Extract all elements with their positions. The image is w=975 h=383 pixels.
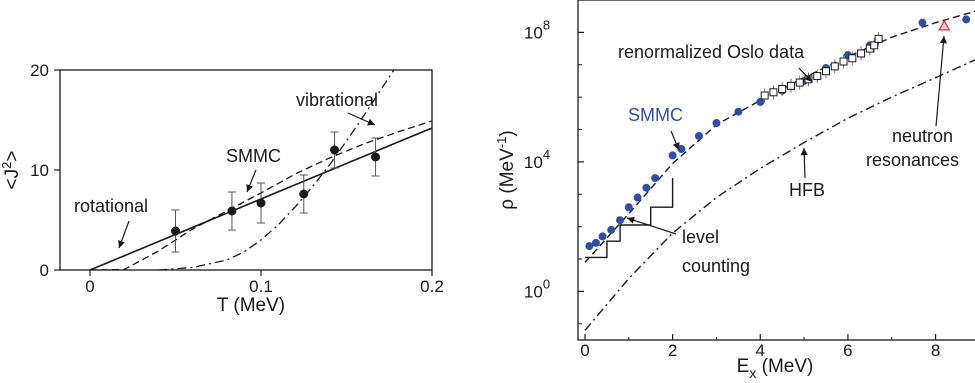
oslo-data-point (857, 49, 866, 58)
data-point (330, 145, 340, 155)
arrow-smmc-right (670, 130, 680, 151)
series-line-dash-dot (158, 70, 395, 270)
left-y-axis-label: <J2> (0, 151, 23, 190)
left-panel: 0 0.1 0.2 0 10 20 <J2> T (MeV) rotational SMM… (0, 61, 444, 316)
oslo-data-point (874, 34, 883, 43)
smmc-data-point (585, 242, 594, 251)
oslo-data-point (870, 41, 879, 50)
annotation-level-2: counting (682, 256, 750, 276)
data-point (227, 206, 237, 216)
smmc-data-point (633, 193, 642, 202)
data-point (371, 152, 381, 162)
smmc-data-point (756, 98, 765, 106)
oslo-data-point (769, 88, 778, 97)
annotation-smmc-left: SMMC (226, 146, 281, 166)
oslo-data-point (839, 57, 848, 66)
arrow-rotational (118, 220, 130, 249)
neutron-resonance-point (938, 19, 951, 31)
right-x-tick-label: 8 (931, 341, 940, 360)
right-x-axis-label: Ex (MeV) (737, 356, 814, 381)
smmc-data-point (668, 151, 677, 160)
smmc-data-point (712, 119, 721, 128)
right-ticks: 0 2 4 6 8 100 104 108 (524, 0, 940, 360)
annotation-level-1: level (682, 227, 719, 247)
data-point (171, 226, 180, 236)
left-ticks: 0 0.1 0.2 0 10 20 (30, 61, 444, 296)
annotation-rotational: rotational (74, 196, 148, 216)
smmc-data-point (591, 238, 600, 247)
left-x-axis-label: T (MeV) (217, 295, 285, 316)
series-line-dash-dot (584, 59, 975, 331)
smmc-data-point (607, 225, 616, 234)
oslo-data-point (760, 91, 769, 100)
arrow-vibrational (347, 112, 376, 126)
arrow-smmc-left (246, 169, 257, 193)
data-point (256, 198, 266, 208)
left-series-lines (89, 70, 432, 270)
annotation-vibrational: vibrational (296, 90, 378, 110)
right-x-tick-label: 2 (668, 341, 677, 360)
right-x-tick-label: 6 (843, 341, 852, 360)
oslo-data-point (830, 62, 839, 71)
arrow-oslo (798, 67, 813, 83)
smmc-data-point (624, 203, 633, 212)
smmc-data-point (962, 15, 971, 24)
oslo-data-point (804, 75, 813, 84)
oslo-data-point (822, 67, 831, 76)
right-y-tick-label: 108 (524, 17, 550, 42)
annotation-smmc-right: SMMC (628, 105, 683, 125)
smmc-data-point (651, 174, 660, 183)
oslo-data-point (795, 78, 804, 87)
smmc-data-point (598, 232, 607, 241)
left-data-points (171, 131, 381, 253)
oslo-data-point (778, 85, 787, 94)
left-y-tick-label: 10 (30, 161, 49, 180)
series-line-step (585, 178, 674, 259)
smmc-data-point (694, 132, 703, 140)
left-x-tick-label: 0.2 (420, 277, 444, 296)
arrow-neutron (935, 35, 947, 127)
right-y-tick-label: 104 (524, 147, 550, 172)
left-x-tick-label: 0.1 (249, 277, 273, 296)
annotation-neutron-1: neutron (892, 126, 953, 146)
arrow-hfb (800, 147, 808, 179)
annotation-oslo: renormalized Oslo data (618, 42, 805, 62)
smmc-data-point (734, 107, 743, 116)
smmc-data-point (918, 18, 927, 27)
smmc-data-point (642, 183, 651, 192)
right-panel: 0 2 4 6 8 100 104 108 ρ (MeV-1) Ex (MeV) renorm… (494, 0, 975, 381)
right-y-axis-label: ρ (MeV-1) (494, 130, 518, 209)
right-x-tick-label: 0 (580, 341, 589, 360)
right-plot-frame (577, 0, 975, 341)
left-x-tick-label: 0 (85, 277, 94, 296)
oslo-data-point (813, 72, 822, 81)
left-y-tick-label: 20 (30, 61, 49, 80)
data-point (299, 189, 309, 199)
right-x-tick-label: 4 (756, 341, 765, 360)
annotation-hfb: HFB (789, 180, 825, 200)
left-y-tick-label: 0 (40, 261, 49, 280)
right-data-points (585, 15, 971, 251)
right-y-tick-label: 100 (524, 276, 550, 301)
arrow-level (626, 216, 677, 235)
oslo-data-point (848, 54, 857, 63)
smmc-data-point (616, 216, 625, 225)
oslo-data-point (786, 81, 795, 90)
annotation-neutron-2: resonances (866, 150, 959, 170)
